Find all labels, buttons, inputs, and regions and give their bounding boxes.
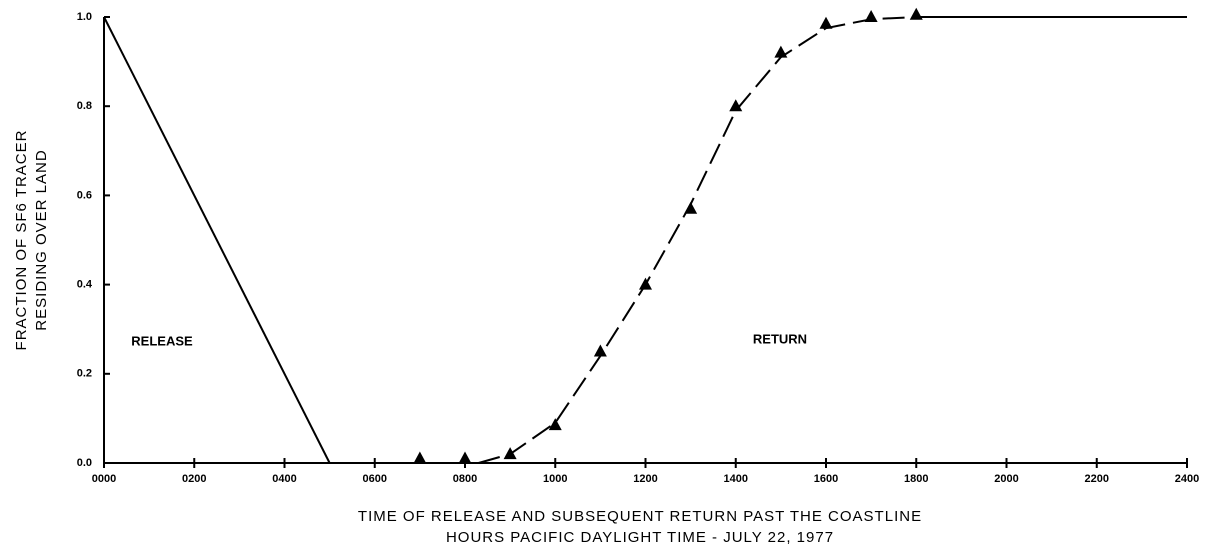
y-tick-label: 0.6 — [77, 189, 92, 201]
data-point — [909, 7, 923, 20]
y-tick-label: 0.0 — [77, 457, 92, 469]
data-point — [774, 45, 788, 58]
x-axis-label: HOURS PACIFIC DAYLIGHT TIME - JULY 22, 1… — [446, 529, 834, 546]
data-point — [639, 277, 652, 290]
y-axis-label: FRACTION OF SF6 TRACER — [13, 130, 30, 351]
x-tick-label: 1200 — [633, 473, 657, 485]
annotation: RELEASE — [131, 333, 193, 348]
x-tick-label: 2000 — [994, 473, 1018, 485]
data-point — [819, 16, 833, 29]
x-tick-label: 1600 — [814, 473, 838, 485]
y-tick-label: 0.2 — [77, 368, 92, 380]
x-tick-label: 0200 — [182, 473, 206, 485]
annotation: RETURN — [753, 331, 807, 346]
x-tick-label: 0800 — [453, 473, 477, 485]
x-tick-label: 0000 — [92, 473, 116, 485]
data-point — [413, 451, 427, 464]
data-point — [458, 451, 472, 464]
data-point — [729, 99, 743, 112]
data-point — [684, 201, 698, 214]
y-tick-label: 0.8 — [77, 100, 92, 112]
x-tick-label: 1400 — [724, 473, 748, 485]
x-tick-label: 1800 — [904, 473, 928, 485]
y-axis-label: RESIDING OVER LAND — [33, 149, 50, 330]
data-point — [593, 344, 607, 357]
data-point — [503, 447, 517, 460]
x-tick-label: 2400 — [1175, 473, 1199, 485]
data-point — [548, 418, 562, 431]
line — [478, 16, 917, 464]
data-point — [864, 10, 878, 22]
x-axis-label: TIME OF RELEASE AND SUBSEQUENT RETURN PA… — [358, 508, 922, 525]
x-tick-label: 2200 — [1085, 473, 1109, 485]
x-tick-label: 0600 — [363, 473, 387, 485]
y-tick-label: 0.4 — [77, 279, 93, 291]
y-tick-label: 1.0 — [77, 11, 92, 23]
line — [103, 16, 331, 464]
x-tick-label: 0400 — [272, 473, 296, 485]
x-tick-label: 1000 — [543, 473, 567, 485]
